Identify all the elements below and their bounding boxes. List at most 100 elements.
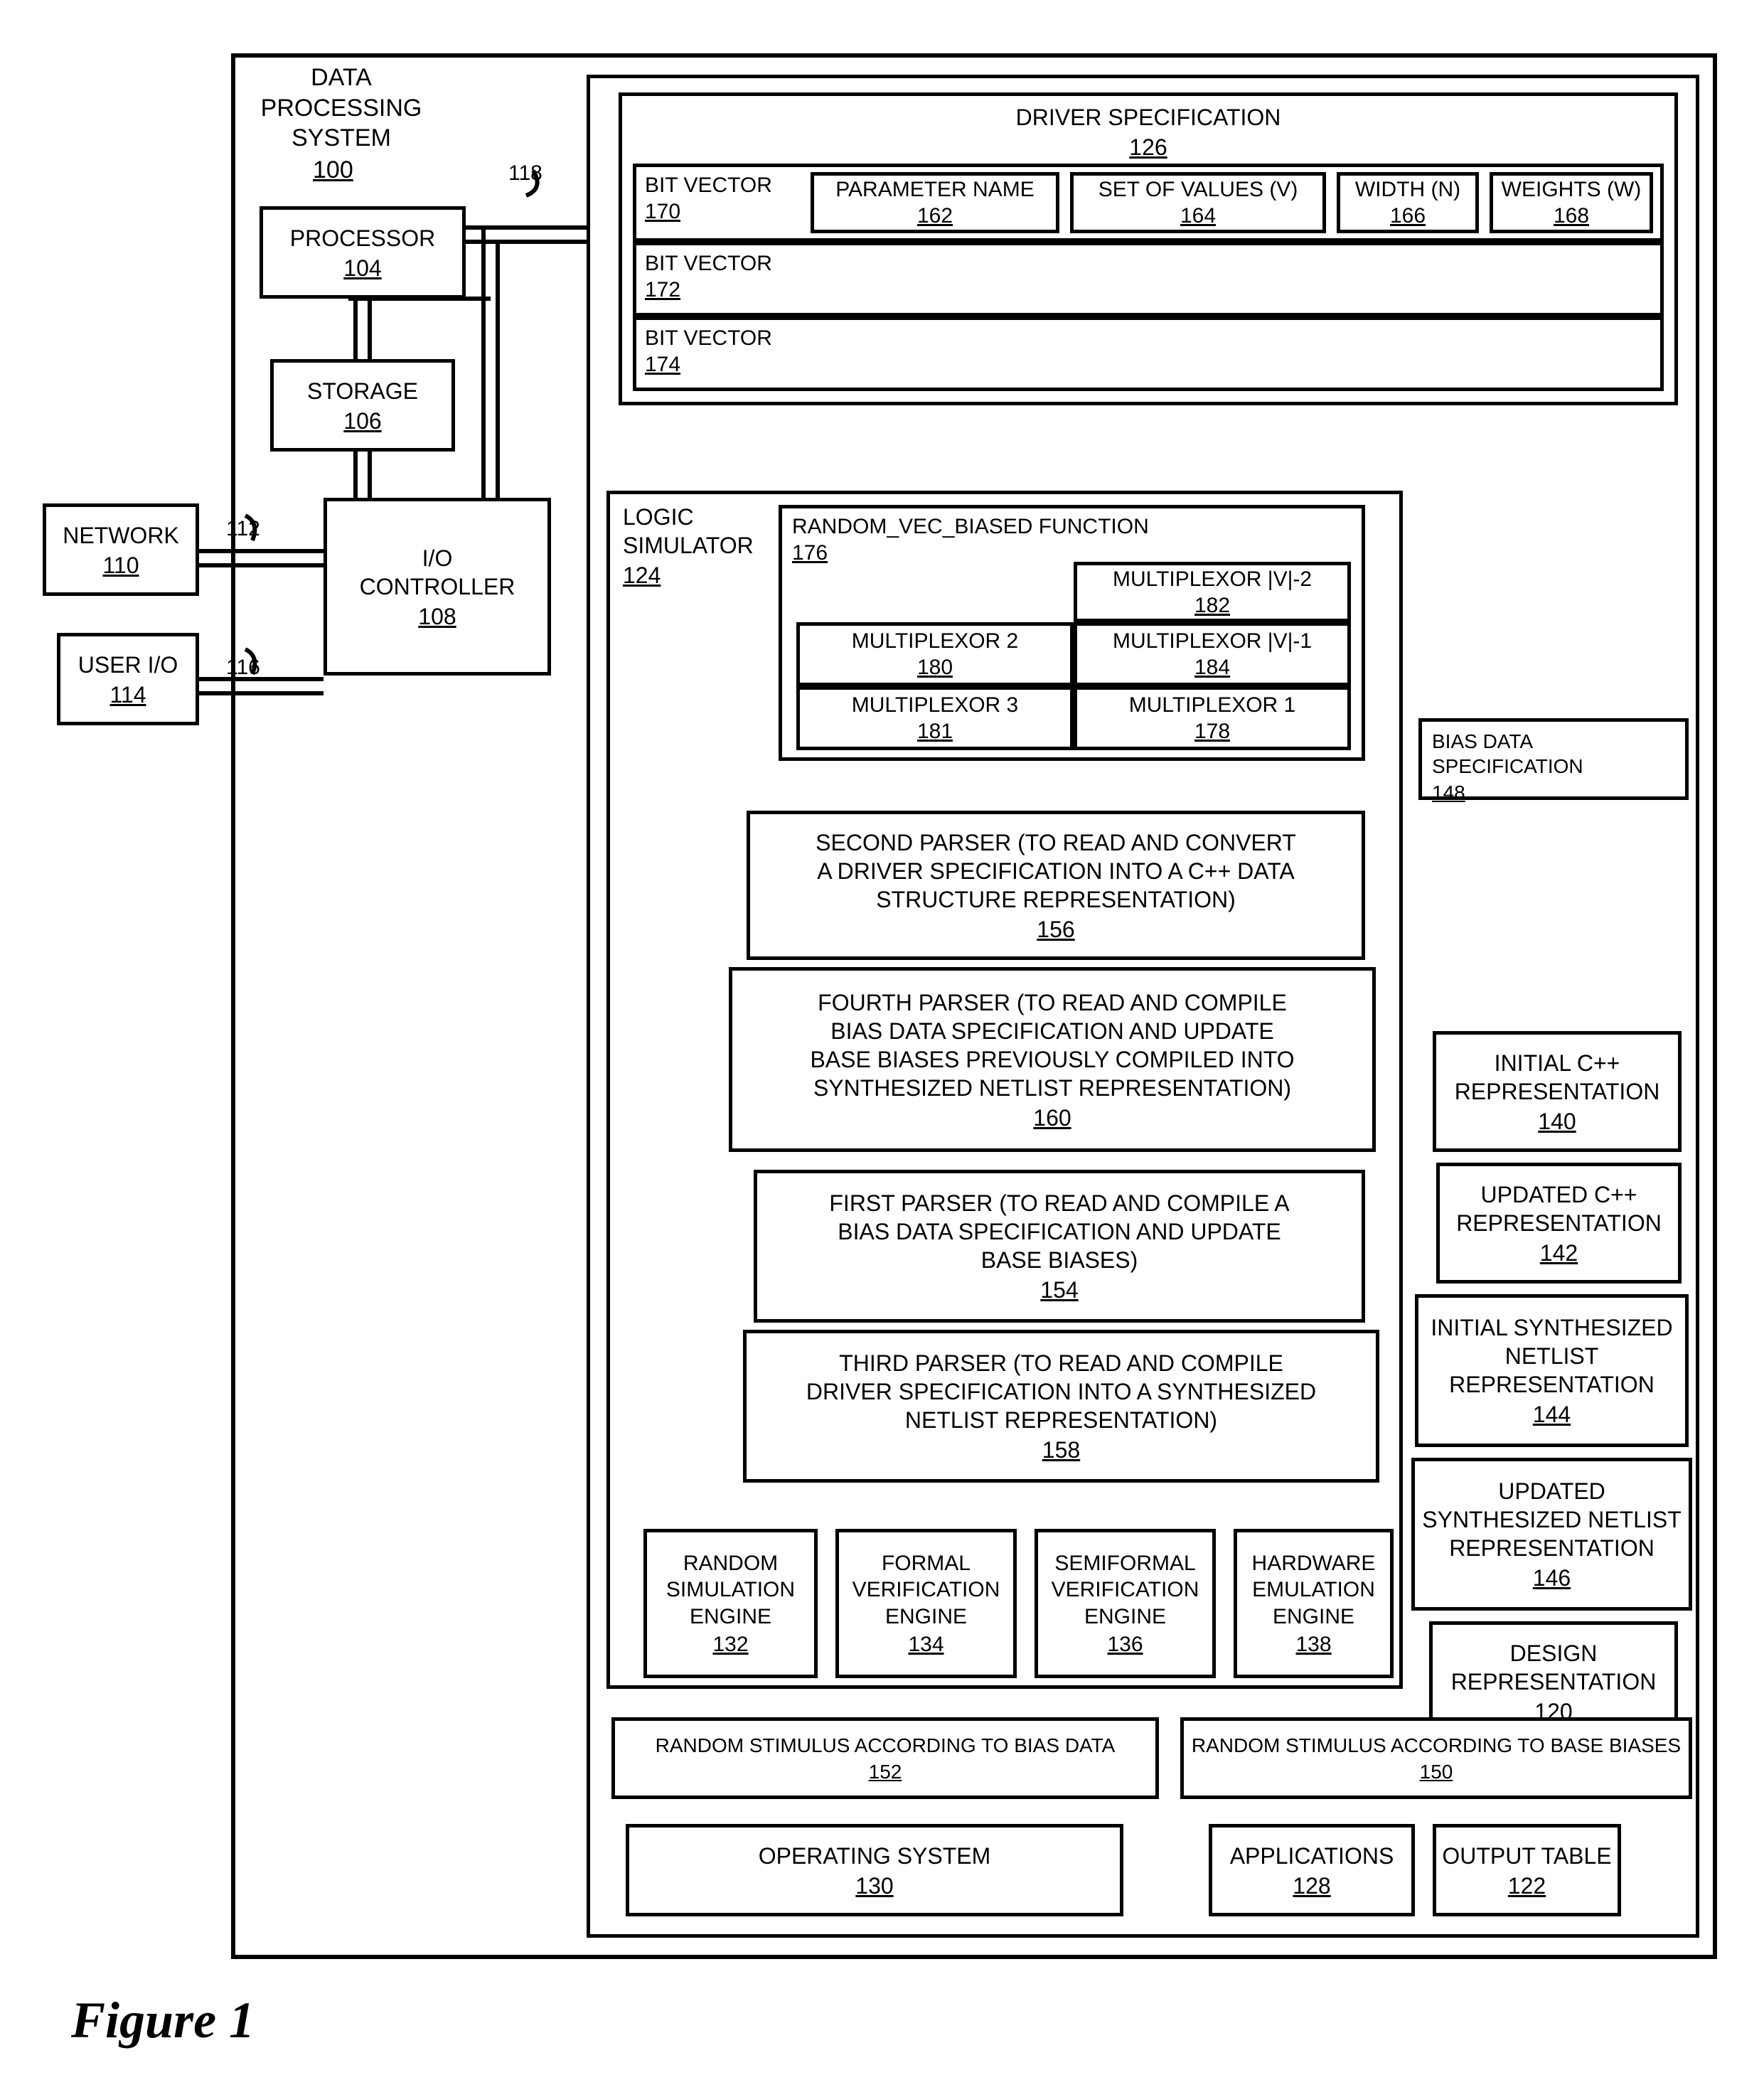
io-controller-box: I/O CONTROLLER 108 <box>324 498 551 676</box>
width-n-label: WIDTH (N) <box>1355 177 1460 203</box>
applications-ref: 128 <box>1293 1873 1330 1899</box>
bit-vector-172-row: BIT VECTOR 172 <box>633 242 1664 316</box>
network-box: NETWORK 110 <box>43 503 199 596</box>
system-label: DATA PROCESSING SYSTEM <box>249 63 434 154</box>
hw-emul-engine-ref: 138 <box>1295 1633 1331 1657</box>
first-parser-label: FIRST PARSER (TO READ AND COMPILE A BIAS… <box>829 1189 1289 1274</box>
random-sim-engine-ref: 132 <box>712 1633 748 1657</box>
random-sim-engine-label: RANDOM SIMULATION ENGINE <box>666 1550 795 1631</box>
mux1-ref: 178 <box>1194 720 1230 744</box>
processor-box: PROCESSOR 104 <box>260 206 466 299</box>
mux-v1-ref: 184 <box>1194 656 1230 680</box>
rvb-func-ref: 176 <box>792 541 828 565</box>
width-n-ref: 166 <box>1390 204 1426 228</box>
driver-spec-ref: 126 <box>1129 134 1167 161</box>
initial-netlist-box: INITIAL SYNTHESIZED NETLIST REPRESENTATI… <box>1415 1294 1689 1447</box>
bit-vector-174-label: BIT VECTOR <box>645 326 772 351</box>
mux-v2-label: MULTIPLEXOR |V|-2 <box>1113 567 1312 592</box>
initial-cpp-ref: 140 <box>1538 1109 1576 1135</box>
user-io-label: USER I/O <box>78 651 178 679</box>
first-parser-ref: 154 <box>1040 1277 1078 1303</box>
weights-w-label: WEIGHTS (W) <box>1502 177 1642 203</box>
network-label: NETWORK <box>63 521 179 550</box>
weights-w-ref: 168 <box>1554 204 1589 228</box>
initial-netlist-ref: 144 <box>1533 1402 1571 1428</box>
formal-verif-engine-ref: 134 <box>908 1633 944 1657</box>
io-controller-label: I/O CONTROLLER <box>360 544 515 601</box>
param-name-box: PARAMETER NAME 162 <box>811 172 1059 233</box>
processor-label: PROCESSOR <box>290 224 435 252</box>
output-table-box: OUTPUT TABLE 122 <box>1433 1824 1621 1916</box>
storage-ref: 106 <box>343 408 381 434</box>
formal-verif-engine-label: FORMAL VERIFICATION ENGINE <box>852 1550 1000 1631</box>
network-ref: 110 <box>102 553 139 579</box>
hw-emul-engine-box: HARDWARE EMULATION ENGINE 138 <box>1234 1529 1394 1678</box>
user-io-ref: 114 <box>109 682 146 708</box>
user-io-box: USER I/O 114 <box>57 633 199 725</box>
mux3-label: MULTIPLEXOR 3 <box>852 693 1019 718</box>
set-values-ref: 164 <box>1180 204 1216 228</box>
fourth-parser-box: FOURTH PARSER (TO READ AND COMPILE BIAS … <box>729 967 1376 1152</box>
driver-spec-label: DRIVER SPECIFICATION <box>1016 103 1281 132</box>
io-controller-ref: 108 <box>418 604 456 630</box>
mux-v1-label: MULTIPLEXOR |V|-1 <box>1113 629 1312 654</box>
mux1-label: MULTIPLEXOR 1 <box>1129 693 1296 718</box>
initial-cpp-box: INITIAL C++ REPRESENTATION 140 <box>1433 1031 1682 1152</box>
semiformal-verif-engine-ref: 136 <box>1107 1633 1143 1657</box>
bias-data-spec-label: BIAS DATA SPECIFICATION <box>1432 729 1675 779</box>
updated-cpp-label: UPDATED C++ REPRESENTATION <box>1456 1180 1662 1237</box>
rvb-func-label: RANDOM_VEC_BIASED FUNCTION <box>792 514 1149 540</box>
stim-base-biases-label: RANDOM STIMULUS ACCORDING TO BASE BIASES <box>1192 1733 1681 1758</box>
third-parser-ref: 158 <box>1042 1437 1080 1463</box>
third-parser-box: THIRD PARSER (TO READ AND COMPILE DRIVER… <box>743 1330 1379 1483</box>
mux3-ref: 181 <box>917 720 953 744</box>
updated-netlist-ref: 146 <box>1533 1565 1571 1591</box>
updated-netlist-label: UPDATED SYNTHESIZED NETLIST REPRESENTATI… <box>1422 1477 1682 1562</box>
stim-base-biases-box: RANDOM STIMULUS ACCORDING TO BASE BIASES… <box>1180 1717 1692 1799</box>
set-values-label: SET OF VALUES (V) <box>1099 177 1298 203</box>
second-parser-box: SECOND PARSER (TO READ AND CONVERT A DRI… <box>747 811 1365 960</box>
bit-vector-172-label: BIT VECTOR <box>645 251 772 277</box>
bit-vector-170-label: BIT VECTOR <box>645 173 812 198</box>
storage-label: STORAGE <box>307 377 418 405</box>
mux-v2-box: MULTIPLEXOR |V|-2 182 <box>1074 562 1351 622</box>
bias-data-spec-ref: 148 <box>1432 781 1465 804</box>
mux3-box: MULTIPLEXOR 3 181 <box>796 686 1074 750</box>
mux2-ref: 180 <box>917 656 953 680</box>
bit-vector-174-row: BIT VECTOR 174 <box>633 316 1664 391</box>
applications-box: APPLICATIONS 128 <box>1209 1824 1415 1916</box>
wire-118-label: 118 <box>508 160 542 187</box>
output-table-label: OUTPUT TABLE <box>1442 1842 1611 1870</box>
wire-112-label: 112 <box>226 516 260 543</box>
mux-v2-ref: 182 <box>1194 594 1230 618</box>
processor-ref: 104 <box>343 255 381 282</box>
first-parser-box: FIRST PARSER (TO READ AND COMPILE A BIAS… <box>754 1170 1365 1323</box>
applications-label: APPLICATIONS <box>1230 1842 1394 1870</box>
initial-netlist-label: INITIAL SYNTHESIZED NETLIST REPRESENTATI… <box>1431 1313 1672 1399</box>
storage-box: STORAGE 106 <box>270 359 455 452</box>
stim-base-biases-ref: 150 <box>1420 1761 1453 1783</box>
wire-116-label: 116 <box>226 654 260 681</box>
width-n-box: WIDTH (N) 166 <box>1337 172 1479 233</box>
system-ref: 100 <box>313 156 353 184</box>
second-parser-label: SECOND PARSER (TO READ AND CONVERT A DRI… <box>816 828 1296 914</box>
weights-w-box: WEIGHTS (W) 168 <box>1490 172 1653 233</box>
stim-bias-data-ref: 152 <box>869 1761 902 1783</box>
initial-cpp-label: INITIAL C++ REPRESENTATION <box>1455 1049 1660 1106</box>
bias-data-spec-box: BIAS DATA SPECIFICATION 148 <box>1418 718 1689 800</box>
random-sim-engine-box: RANDOM SIMULATION ENGINE 132 <box>643 1529 818 1678</box>
bit-vector-170-ref: 170 <box>645 200 812 224</box>
param-name-label: PARAMETER NAME <box>835 177 1034 203</box>
operating-system-ref: 130 <box>855 1873 893 1899</box>
updated-netlist-box: UPDATED SYNTHESIZED NETLIST REPRESENTATI… <box>1411 1458 1692 1611</box>
second-parser-ref: 156 <box>1037 917 1074 943</box>
param-name-ref: 162 <box>917 204 953 228</box>
set-values-box: SET OF VALUES (V) 164 <box>1070 172 1326 233</box>
semiformal-verif-engine-label: SEMIFORMAL VERIFICATION ENGINE <box>1052 1550 1199 1631</box>
fourth-parser-ref: 160 <box>1033 1105 1071 1131</box>
operating-system-label: OPERATING SYSTEM <box>759 1842 991 1870</box>
bit-vector-172-ref: 172 <box>645 278 680 302</box>
logic-sim-ref: 124 <box>623 562 754 589</box>
stim-bias-data-box: RANDOM STIMULUS ACCORDING TO BIAS DATA 1… <box>611 1717 1159 1799</box>
mux1-box: MULTIPLEXOR 1 178 <box>1074 686 1351 750</box>
